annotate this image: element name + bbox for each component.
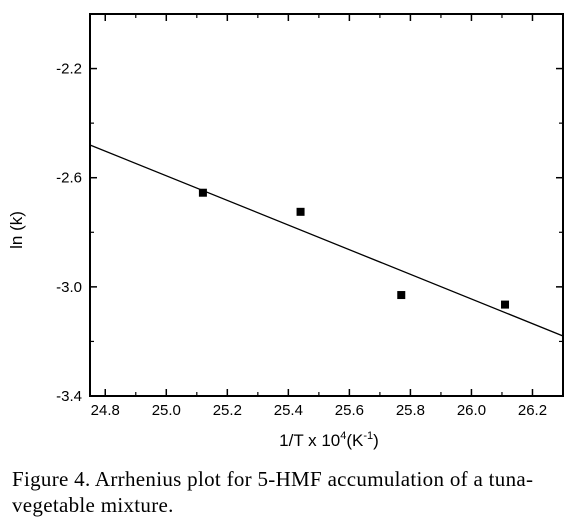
x-axis-title-main: 1/T x 10 [279, 431, 340, 450]
y-axis-title: ln (k) [7, 211, 26, 249]
data-points [198, 188, 510, 309]
figure-caption: Figure 4. Arrhenius plot for 5-HMF accum… [12, 467, 534, 517]
x-tick-label: 25.0 [152, 402, 181, 419]
fit-line [89, 144, 564, 337]
plot-border [89, 13, 564, 397]
x-axis-title-sup2: -1 [363, 430, 373, 442]
data-point [198, 188, 207, 197]
x-tick-label: 24.8 [91, 402, 120, 419]
x-axis-ticks: 24.8 25.0 25.2 25.4 25.6 25.8 26.0 26.2 [91, 14, 547, 419]
x-axis-title-end: ) [373, 431, 379, 450]
arrhenius-chart: 24.8 25.0 25.2 25.4 25.6 25.8 26.0 26.2 -3.4-3.… [7, 13, 564, 450]
data-point [501, 300, 510, 309]
plot-frame [89, 13, 564, 397]
data-point [296, 207, 305, 216]
x-tick-label: 26.0 [457, 402, 486, 419]
fit-line-group [89, 144, 564, 337]
x-axis-title-sup: 4 [340, 430, 346, 442]
y-tick-label: -2.6 [56, 170, 82, 187]
x-tick-label: 25.6 [335, 402, 364, 419]
x-tick-label: 25.4 [274, 402, 303, 419]
minor-ticks [90, 13, 564, 396]
data-point [397, 291, 406, 300]
y-tick-label: -3.0 [56, 279, 82, 296]
x-tick-label: 25.8 [396, 402, 425, 419]
x-tick-label: 25.2 [213, 402, 242, 419]
y-axis-ticks: -3.4 -3.0 -2.6 -2.2 [56, 61, 563, 405]
y-tick-label: -2.2 [56, 61, 82, 78]
x-axis-title-mid: (K [346, 431, 364, 450]
x-tick-label: 26.2 [518, 402, 547, 419]
y-tick-label: -3.4 [56, 388, 82, 405]
x-axis-title: 1/T x 104(K-1) [279, 430, 379, 450]
